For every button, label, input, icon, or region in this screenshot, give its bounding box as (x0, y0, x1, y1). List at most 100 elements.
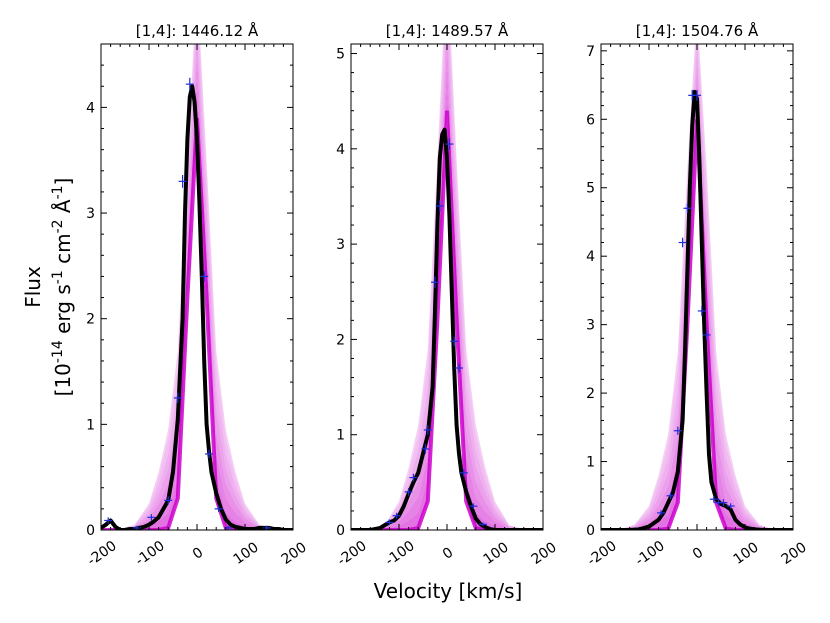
panel-1-title: [1,4]: 1446.12 Å (136, 21, 259, 40)
y-unit-cm: cm (51, 233, 75, 270)
panel-1-y-tick-label: 2 (86, 312, 95, 328)
panel-1-model-envelope (101, 44, 293, 530)
panel-1-errorbar (200, 271, 209, 282)
panel-2-y-tick-label: 0 (336, 523, 345, 539)
panel-2-plot-area (351, 44, 543, 530)
y-unit-close: ] (51, 178, 75, 186)
panel-1-observed-line (101, 84, 293, 530)
panel-2-x-tick-label: 100 (481, 539, 512, 567)
panel-2-errorbar (392, 512, 401, 519)
panel-3-errorbar (693, 89, 701, 101)
panel-2-errorbar (423, 425, 432, 435)
panel-1-x-tick-label: 0 (190, 545, 206, 563)
panel-3-y-tick-label: 7 (586, 44, 595, 60)
panel-1-y-tick-label: 4 (86, 100, 95, 116)
panel-3-errorbar (709, 495, 718, 503)
panel-3-x-tick-label: 100 (731, 539, 762, 567)
y-unit-erg: erg s (51, 284, 75, 340)
panel-2-errorbar (450, 336, 459, 347)
panel-3-model-band (601, 102, 793, 530)
panel-3-errorbar (683, 203, 692, 214)
panel-2-errorbar (404, 488, 413, 496)
panel-3-y-tick-label: 6 (586, 112, 595, 128)
panel-2-errorbar (445, 138, 454, 150)
panel-2-observed-group (351, 127, 543, 530)
panel-1-errorbar (147, 514, 156, 521)
panel-2-errorbar (409, 473, 418, 482)
panel-2-observed-line (351, 127, 543, 530)
panel-2-y-tick-label: 1 (336, 428, 345, 444)
panel-1-x-tick-label: -200 (85, 538, 120, 569)
panel-1-y-tick-label: 3 (86, 206, 95, 222)
panel-3-errorbar (697, 306, 706, 316)
panel-2-x-tick-label: 0 (440, 545, 456, 563)
panel-1-errorbar (178, 175, 187, 188)
panel-3-x-tick-label: 0 (690, 545, 706, 563)
panel-2-errorbars (385, 138, 487, 527)
panel-1-x-tick-label: 200 (279, 539, 310, 567)
panel-2-y-tick-label: 2 (336, 332, 345, 348)
y-unit-exp-s: -1 (50, 270, 66, 284)
panel-2-x-tick-label: -200 (335, 538, 370, 569)
panel-3-errorbar (657, 510, 665, 516)
y-unit-exp-cm: -2 (50, 219, 66, 233)
panel-2-errorbar (459, 469, 468, 477)
panel-1-observed-group (101, 84, 293, 530)
panel-3-y-tick-label: 1 (586, 455, 595, 471)
panel-3-errorbar (678, 237, 687, 248)
panel-2-model-core-line (351, 110, 543, 530)
y-unit-exp-flux: -14 (50, 340, 66, 363)
panel-3-errorbar (666, 492, 675, 500)
y-axis-label: Flux [10-14 erg s-1 cm-2 Å-1] (21, 178, 75, 397)
panel-3-x-tick-label: -200 (585, 538, 620, 569)
panel-2-errorbar (455, 363, 463, 373)
y-unit-angstrom: Å (51, 199, 75, 219)
panel-2-errorbar (435, 200, 444, 212)
panel-3-y-tick-label: 0 (586, 523, 595, 539)
panel-2-y-tick-label: 3 (336, 237, 345, 253)
panel-1-errorbar (173, 392, 182, 404)
panel-3-y-tick-label: 3 (586, 318, 595, 334)
panel-2-errorbar (479, 522, 487, 527)
panel-1: [1,4]: 1446.12 Å -200 -100 0 100 200 0 1 2 3 4 (85, 21, 310, 569)
panel-3-observed-group (601, 89, 793, 530)
panel-1-errorbar (104, 517, 113, 524)
y-unit-bracket: [10 (51, 363, 75, 396)
panel-1-y-tick-label: 1 (86, 417, 95, 433)
y-axis-label-line1: Flux (21, 266, 45, 308)
panel-3-y-tick-label: 4 (586, 249, 595, 265)
panel-2-model-envelope (351, 44, 543, 530)
panel-3-title: [1,4]: 1504.76 Å (636, 21, 759, 40)
panel-3-errorbar (702, 330, 711, 340)
panel-1-errorbar (164, 496, 173, 505)
panel-3-errorbar (673, 426, 682, 435)
panel-2-errorbar (431, 276, 439, 288)
panel-1-errorbar (185, 77, 194, 91)
y-axis-label-line2: [10-14 erg s-1 cm-2 Å-1] (50, 178, 75, 397)
panel-2-errorbar (385, 519, 394, 526)
panel-2-y-tick-label: 5 (336, 47, 345, 63)
panel-2-x-tick-label: 200 (529, 539, 560, 567)
panel-2-y-tick-label: 4 (336, 142, 345, 158)
panel-1-errorbars (104, 77, 271, 530)
panel-3: [1,4]: 1504.76 Å -200 -100 0 100 200 0 1 2 3 4 5 6 7 (585, 21, 810, 569)
y-unit-exp-angstrom: -1 (50, 185, 66, 199)
panel-3-x-tick-label: -100 (633, 538, 668, 569)
panel-2-errorbar (469, 503, 478, 510)
panel-2-title: [1,4]: 1489.57 Å (386, 21, 509, 40)
panel-3-x-tick-label: 200 (779, 539, 810, 567)
panel-2-errorbar (421, 444, 430, 454)
panel-1-errorbar (205, 449, 213, 459)
x-axis-label: Velocity [km/s] (374, 579, 523, 603)
panel-3-y-tick-label: 5 (586, 181, 595, 197)
panel-3-model-core-line (601, 119, 793, 530)
panel-1-plot-area (101, 44, 293, 530)
panel-2-x-tick-label: -100 (383, 538, 418, 569)
panel-1-y-tick-label: 0 (86, 523, 95, 539)
panel-3-observed-line (601, 89, 793, 530)
panel-1-x-tick-label: 100 (231, 539, 262, 567)
panel-2: [1,4]: 1489.57 Å -200 -100 0 100 200 0 1 2 3 4 5 (335, 21, 560, 569)
panel-1-x-tick-label: -100 (133, 538, 168, 569)
panel-1-errorbar (214, 505, 223, 513)
